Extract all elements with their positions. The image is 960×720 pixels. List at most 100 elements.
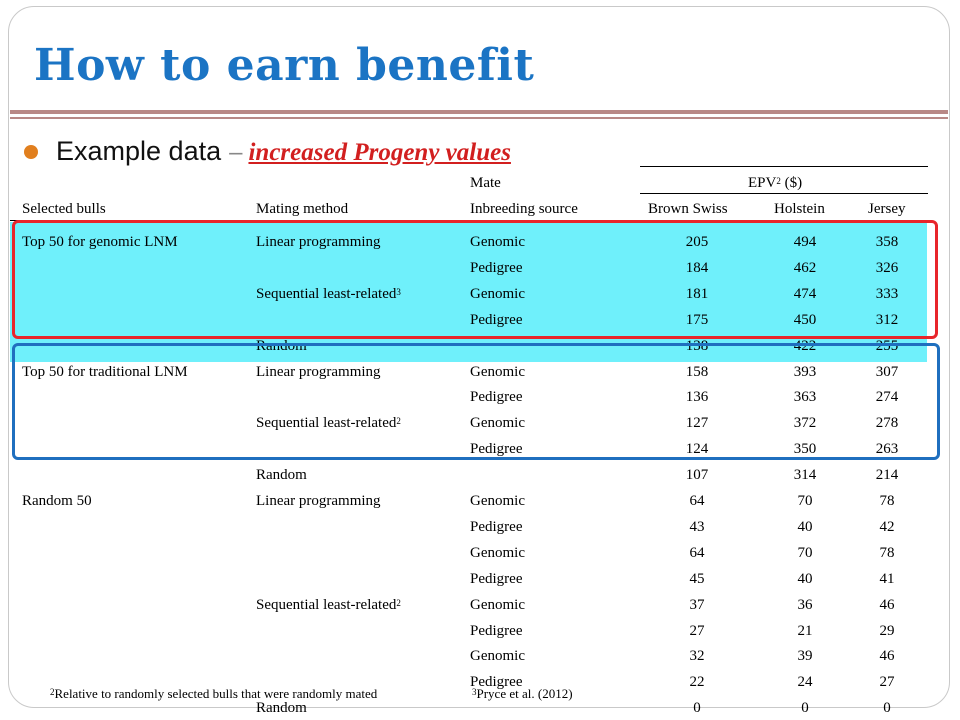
row-epv-value: 393 xyxy=(793,364,817,380)
subtitle: Example data – increased Progeny values xyxy=(56,134,511,170)
row-epv-value: 363 xyxy=(793,389,817,405)
row-epv-value: 64 xyxy=(689,493,705,509)
subtitle-text: Example data xyxy=(56,136,222,166)
row-epv-value: 181 xyxy=(685,286,709,302)
bullet-icon xyxy=(24,145,38,159)
row-epv-value: 462 xyxy=(793,260,817,276)
title-divider-thin xyxy=(10,117,948,119)
row-epv-value: 37 xyxy=(689,597,705,613)
row-inbreeding-source: Genomic xyxy=(470,493,525,509)
row-selected-bulls: Top 50 for traditional LNM xyxy=(22,364,188,380)
header-mate: Mate xyxy=(470,175,501,191)
header-breed: Jersey xyxy=(868,201,906,217)
row-inbreeding-source: Pedigree xyxy=(470,441,523,457)
header-epv: EPV2 ($) xyxy=(748,174,802,192)
row-epv-value: 27 xyxy=(879,674,895,690)
row-epv-value: 78 xyxy=(879,545,895,561)
row-mating-method-text: Linear programming xyxy=(256,364,381,380)
footnote-2-mark: 2 xyxy=(50,687,55,697)
row-epv-value: 0 xyxy=(801,700,809,716)
footnote-3-mark: 3 xyxy=(472,687,477,697)
row-inbreeding-source: Genomic xyxy=(470,597,525,613)
row-epv-value: 214 xyxy=(875,467,899,483)
header-epv-sup: 2 xyxy=(776,176,781,186)
row-epv-value: 46 xyxy=(879,597,895,613)
row-inbreeding-source: Pedigree xyxy=(470,312,523,328)
row-epv-value: 136 xyxy=(685,389,709,405)
row-epv-value: 263 xyxy=(875,441,899,457)
row-epv-value: 312 xyxy=(875,312,899,328)
row-mating-method-text: Linear programming xyxy=(256,493,381,509)
row-mating-method: Random xyxy=(256,466,307,484)
row-inbreeding-source: Pedigree xyxy=(470,389,523,405)
row-inbreeding-source: Pedigree xyxy=(470,260,523,276)
row-epv-value: 0 xyxy=(693,700,701,716)
row-epv-value: 78 xyxy=(879,493,895,509)
row-selected-bulls: Random 50 xyxy=(22,493,92,509)
footnote-3: 3Pryce et al. (2012) xyxy=(472,686,573,702)
header-breed: Holstein xyxy=(774,201,825,217)
row-epv-value: 358 xyxy=(875,234,899,250)
title-divider xyxy=(10,110,948,114)
row-epv-value: 138 xyxy=(685,338,709,354)
row-epv-value: 278 xyxy=(875,415,899,431)
row-epv-value: 474 xyxy=(793,286,817,302)
row-epv-value: 29 xyxy=(879,623,895,639)
epv-underline xyxy=(640,193,928,194)
row-inbreeding-source: Pedigree xyxy=(470,519,523,535)
row-epv-value: 127 xyxy=(685,415,709,431)
row-mating-method-text: Random xyxy=(256,338,307,354)
row-inbreeding-source: Genomic xyxy=(470,234,525,250)
row-epv-value: 22 xyxy=(689,674,705,690)
header-selected-bulls: Selected bulls xyxy=(22,201,106,217)
row-mating-method: Random xyxy=(256,699,307,717)
row-inbreeding-source: Pedigree xyxy=(470,623,523,639)
row-epv-value: 32 xyxy=(689,648,705,664)
row-inbreeding-source: Genomic xyxy=(470,415,525,431)
footnote-2: 2Relative to randomly selected bulls tha… xyxy=(50,686,377,702)
row-epv-value: 372 xyxy=(793,415,817,431)
row-epv-value: 205 xyxy=(685,234,709,250)
row-inbreeding-source: Genomic xyxy=(470,286,525,302)
row-mating-method-sup: 2 xyxy=(396,416,401,426)
row-mating-method: Linear programming xyxy=(256,363,381,381)
row-epv-value: 70 xyxy=(797,493,813,509)
row-epv-value: 333 xyxy=(875,286,899,302)
row-mating-method-text: Sequential least-related xyxy=(256,597,397,613)
row-mating-method-sup: 2 xyxy=(396,598,401,608)
row-epv-value: 36 xyxy=(797,597,813,613)
row-epv-value: 450 xyxy=(793,312,817,328)
row-mating-method: Linear programming xyxy=(256,233,381,251)
red-highlight-box xyxy=(12,220,938,339)
row-epv-value: 350 xyxy=(793,441,817,457)
row-epv-value: 494 xyxy=(793,234,817,250)
row-mating-method: Sequential least-related2 xyxy=(256,414,401,432)
row-epv-value: 307 xyxy=(875,364,899,380)
header-top-rule xyxy=(640,166,928,167)
row-epv-value: 46 xyxy=(879,648,895,664)
footnote-3-text: Pryce et al. (2012) xyxy=(476,686,573,701)
row-inbreeding-source: Genomic xyxy=(470,364,525,380)
row-epv-value: 39 xyxy=(797,648,813,664)
row-epv-value: 21 xyxy=(797,623,813,639)
header-breed: Brown Swiss xyxy=(648,201,728,217)
slide-title: How to earn benefit xyxy=(34,40,535,91)
subtitle-dash: – xyxy=(229,139,243,166)
row-inbreeding-source: Genomic xyxy=(470,545,525,561)
row-epv-value: 274 xyxy=(875,389,899,405)
row-mating-method-text: Sequential least-related xyxy=(256,286,397,302)
row-epv-value: 158 xyxy=(685,364,709,380)
row-epv-value: 27 xyxy=(689,623,705,639)
row-selected-bulls: Top 50 for genomic LNM xyxy=(22,234,178,250)
row-inbreeding-source: Genomic xyxy=(470,648,525,664)
row-epv-value: 40 xyxy=(797,571,813,587)
row-epv-value: 45 xyxy=(689,571,705,587)
row-mating-method: Random xyxy=(256,337,307,355)
row-epv-value: 64 xyxy=(689,545,705,561)
row-epv-value: 40 xyxy=(797,519,813,535)
row-mating-method-text: Random xyxy=(256,467,307,483)
row-mating-method-text: Sequential least-related xyxy=(256,415,397,431)
row-mating-method: Linear programming xyxy=(256,492,381,510)
footnote-2-text: Relative to randomly selected bulls that… xyxy=(54,686,378,701)
row-mating-method: Sequential least-related2 xyxy=(256,596,401,614)
